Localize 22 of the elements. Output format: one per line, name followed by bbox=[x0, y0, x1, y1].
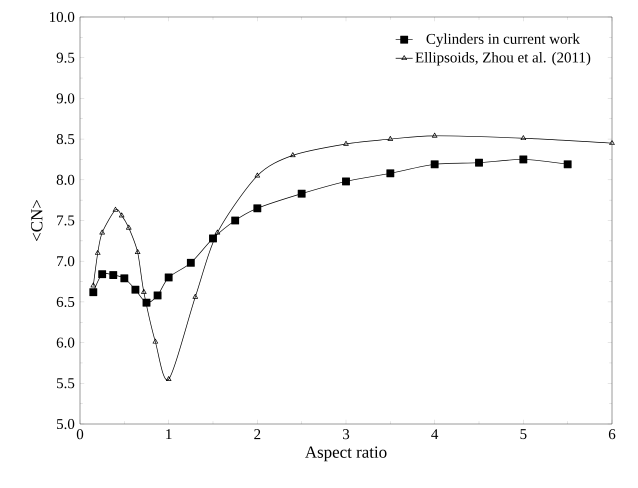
x-axis-title: Aspect ratio bbox=[305, 446, 387, 462]
x-tick-label: 6 bbox=[608, 429, 616, 440]
y-tick-label: 9.5 bbox=[56, 52, 74, 63]
legend-label: Ellipsoids, Zhou et al. (2011) bbox=[415, 52, 590, 66]
y-tick-label: 8.0 bbox=[56, 174, 74, 185]
x-tick-label: 2 bbox=[254, 429, 260, 440]
y-tick-label: 9.0 bbox=[56, 93, 74, 104]
x-tick-label: 5 bbox=[520, 429, 526, 440]
y-tick-label: 6.0 bbox=[56, 338, 74, 348]
x-tick-label: 3 bbox=[342, 429, 350, 440]
y-tick-label: 6.5 bbox=[56, 296, 74, 307]
x-tick-label: 0 bbox=[76, 429, 84, 440]
y-tick-label: 5.0 bbox=[57, 418, 74, 430]
x-tick-label: 1 bbox=[166, 429, 172, 440]
y-tick-label: 7.5 bbox=[57, 216, 74, 226]
y-tick-label: 5.5 bbox=[57, 378, 74, 388]
y-axis-title: <CN> bbox=[31, 200, 42, 241]
y-tick-label: 8.5 bbox=[56, 134, 74, 144]
y-tick-label: 10.0 bbox=[50, 12, 74, 22]
legend-label: Cylinders in current work bbox=[426, 33, 580, 47]
y-tick-label: 7.0 bbox=[57, 256, 74, 266]
x-tick-label: 4 bbox=[431, 429, 438, 440]
